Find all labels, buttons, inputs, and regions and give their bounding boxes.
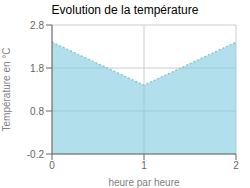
svg-text:1.8: 1.8 <box>30 63 44 74</box>
svg-text:2: 2 <box>233 160 239 171</box>
svg-text:2.8: 2.8 <box>30 20 44 31</box>
svg-text:0: 0 <box>49 160 55 171</box>
svg-text:heure par heure: heure par heure <box>108 177 180 188</box>
svg-text:Température en °C: Température en °C <box>8 47 12 131</box>
svg-text:-0.2: -0.2 <box>27 149 45 160</box>
svg-text:1: 1 <box>141 160 147 171</box>
svg-text:0.8: 0.8 <box>30 106 44 117</box>
html-text:Evolution de la température: Evolution de la température <box>51 3 199 17</box>
